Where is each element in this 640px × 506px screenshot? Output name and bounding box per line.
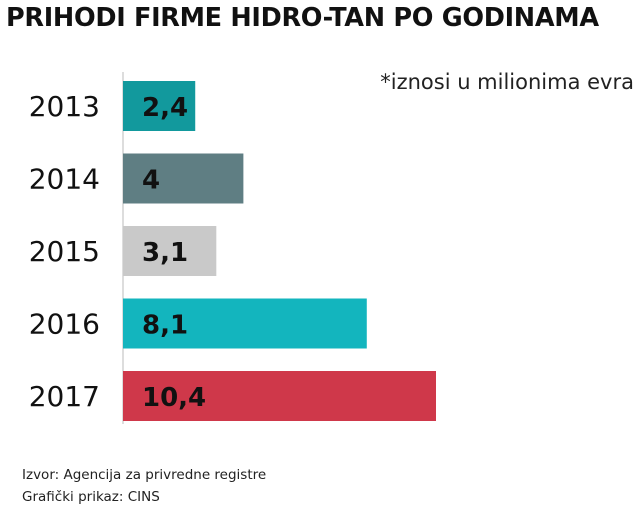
bar-2013 [123, 81, 196, 131]
bar-2017 [123, 371, 436, 421]
value-label-2014: 4 [142, 166, 160, 196]
bar-2014 [123, 153, 244, 204]
units-note: *iznosi u milionima evra [380, 70, 634, 94]
category-label-2013: 2013 [29, 90, 100, 123]
category-label-2014: 2014 [29, 163, 100, 196]
category-label-2017: 2017 [29, 380, 100, 413]
value-label-2015: 3,1 [142, 238, 188, 268]
value-label-2017: 10,4 [142, 383, 206, 413]
category-label-2016: 2016 [29, 308, 100, 341]
credit-text: Grafički prikaz: CINS [22, 489, 160, 505]
source-text: Izvor: Agencija za privredne registre [22, 467, 267, 483]
bar-2015 [123, 226, 217, 276]
value-label-2016: 8,1 [142, 311, 188, 341]
value-label-2013: 2,4 [142, 93, 188, 123]
bars-layer: 2013 2,4 2014 4 2015 3,1 2016 8,1 2017 10,4 [29, 72, 436, 424]
category-label-2015: 2015 [29, 235, 100, 268]
chart-title: PRIHODI FIRME HIDRO-TAN PO GODINAMA [6, 3, 599, 33]
bar-2016 [123, 298, 367, 349]
